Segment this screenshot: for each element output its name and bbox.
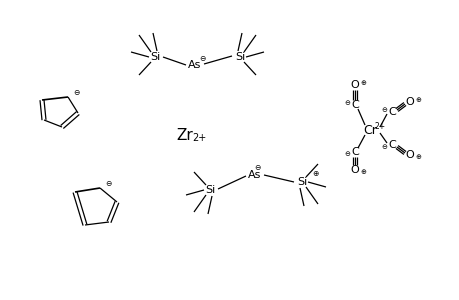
Text: Cr: Cr [362,124,376,136]
Text: C: C [350,100,358,110]
Text: Si: Si [296,177,307,187]
Text: Si: Si [150,52,160,62]
Text: ⊕: ⊕ [414,97,420,103]
Text: C: C [350,147,358,157]
Text: O: O [350,80,358,90]
Text: ⊖: ⊖ [343,100,349,106]
Text: Zr: Zr [176,128,193,142]
Text: C: C [387,107,395,117]
Text: ⊕: ⊕ [359,169,365,175]
Text: O: O [350,165,358,175]
Text: ⊖: ⊖ [73,88,79,97]
Text: ⊕: ⊕ [311,169,318,178]
Text: O: O [405,97,414,107]
Text: As: As [248,170,261,180]
Text: ⊖: ⊖ [343,151,349,157]
Text: Si: Si [235,52,245,62]
Text: C: C [387,140,395,150]
Text: As: As [188,60,201,70]
Text: ⊖: ⊖ [253,163,260,172]
Text: O: O [405,150,414,160]
Text: ⊖: ⊖ [105,179,111,188]
Text: 2+: 2+ [374,122,385,130]
Text: ⊖: ⊖ [380,107,386,113]
Text: ⊖: ⊖ [380,144,386,150]
Text: 2+: 2+ [191,133,206,143]
Text: ⊕: ⊕ [359,80,365,86]
Text: Si: Si [204,185,215,195]
Text: ⊕: ⊕ [414,154,420,160]
Text: ⊖: ⊖ [198,53,205,62]
